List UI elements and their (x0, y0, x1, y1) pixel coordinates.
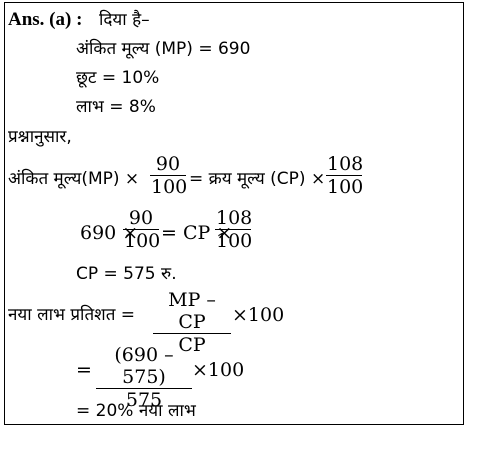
fraction-bar (215, 229, 251, 230)
eq1-frac1-numerator: 90 (155, 153, 181, 175)
eq4-right: ×100 (192, 359, 245, 381)
fraction-bar (326, 175, 362, 176)
eq2-fraction-2: 108 100 (215, 207, 253, 252)
eq3-denominator: CP (178, 334, 206, 356)
eq3-numerator: MP – CP (168, 289, 216, 333)
eq1-frac2-numerator: 108 (327, 153, 364, 175)
eq1-left: अंकित मूल्य(MP) × (8, 169, 140, 189)
eq2-frac1-numerator: 90 (128, 207, 154, 229)
eq1-frac2-denominator: 100 (327, 176, 364, 198)
eq1-fraction-1: 90 100 (150, 153, 188, 198)
eq2-left: 690 × (80, 222, 139, 244)
discount-line: छूट = 10% (76, 68, 160, 88)
final-answer: = 20% नया लाभ (76, 401, 196, 421)
eq2-frac1-denominator: 100 (124, 230, 161, 252)
eq3-fraction: MP – CP CP (153, 289, 231, 356)
cp-result: CP = 575 रु. (76, 264, 177, 284)
eq2-middle: = CP × (161, 222, 233, 244)
eq1-fraction-2: 108 100 (326, 153, 364, 198)
answer-label: Ans. (a) : (8, 9, 83, 30)
eq1-frac1-denominator: 100 (151, 176, 188, 198)
given-heading: दिया है– (99, 10, 150, 30)
marked-price-line: अंकित मूल्य (MP) = 690 (76, 39, 251, 59)
fraction-bar (150, 175, 186, 176)
fraction-bar (153, 333, 231, 334)
eq1-middle: = क्रय मूल्य (CP) × (189, 169, 326, 189)
eq2-fraction-1: 90 100 (123, 207, 161, 252)
eq3-left: नया लाभ प्रतिशत = (8, 305, 136, 325)
eq4-denominator: 575 (125, 389, 163, 411)
eq4-left: = (76, 359, 92, 381)
fraction-bar (96, 388, 192, 389)
answer-box (4, 2, 464, 425)
eq4-numerator: (690 – 575) (114, 344, 174, 388)
eq2-frac2-denominator: 100 (216, 230, 253, 252)
fraction-bar (123, 229, 159, 230)
according-label: प्रश्नानुसार, (8, 127, 72, 147)
eq3-right: ×100 (232, 304, 285, 326)
eq4-fraction: (690 – 575) 575 (96, 344, 192, 411)
profit-line: लाभ = 8% (76, 97, 156, 117)
eq2-frac2-numerator: 108 (216, 207, 253, 229)
